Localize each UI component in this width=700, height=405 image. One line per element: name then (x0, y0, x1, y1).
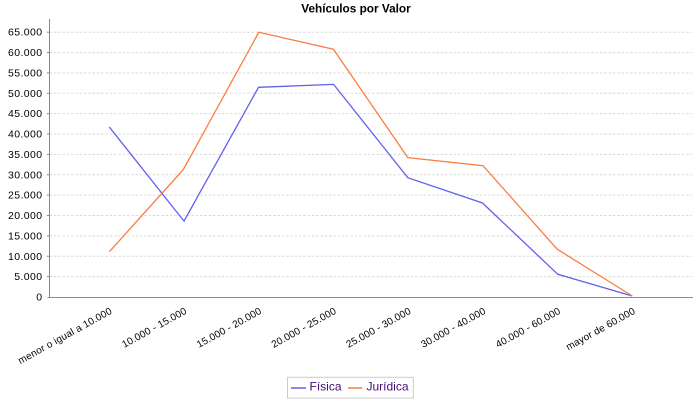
svg-text:35.000: 35.000 (8, 149, 43, 161)
svg-text:45.000: 45.000 (8, 108, 43, 120)
svg-text:55.000: 55.000 (8, 67, 43, 79)
svg-text:50.000: 50.000 (8, 88, 43, 100)
svg-text:10.000: 10.000 (8, 251, 43, 263)
svg-text:25.000: 25.000 (8, 190, 43, 202)
svg-text:Jurídica: Jurídica (367, 380, 409, 394)
svg-text:0: 0 (36, 292, 42, 304)
svg-text:60.000: 60.000 (8, 47, 43, 59)
svg-text:Vehículos por Valor: Vehículos por Valor (301, 2, 411, 16)
svg-text:40.000: 40.000 (8, 129, 43, 141)
svg-text:20.000: 20.000 (8, 210, 43, 222)
svg-text:5.000: 5.000 (14, 271, 42, 283)
svg-text:30.000: 30.000 (8, 169, 43, 181)
svg-text:15.000: 15.000 (8, 230, 43, 242)
svg-text:65.000: 65.000 (8, 27, 43, 39)
svg-text:Física: Física (310, 380, 342, 394)
